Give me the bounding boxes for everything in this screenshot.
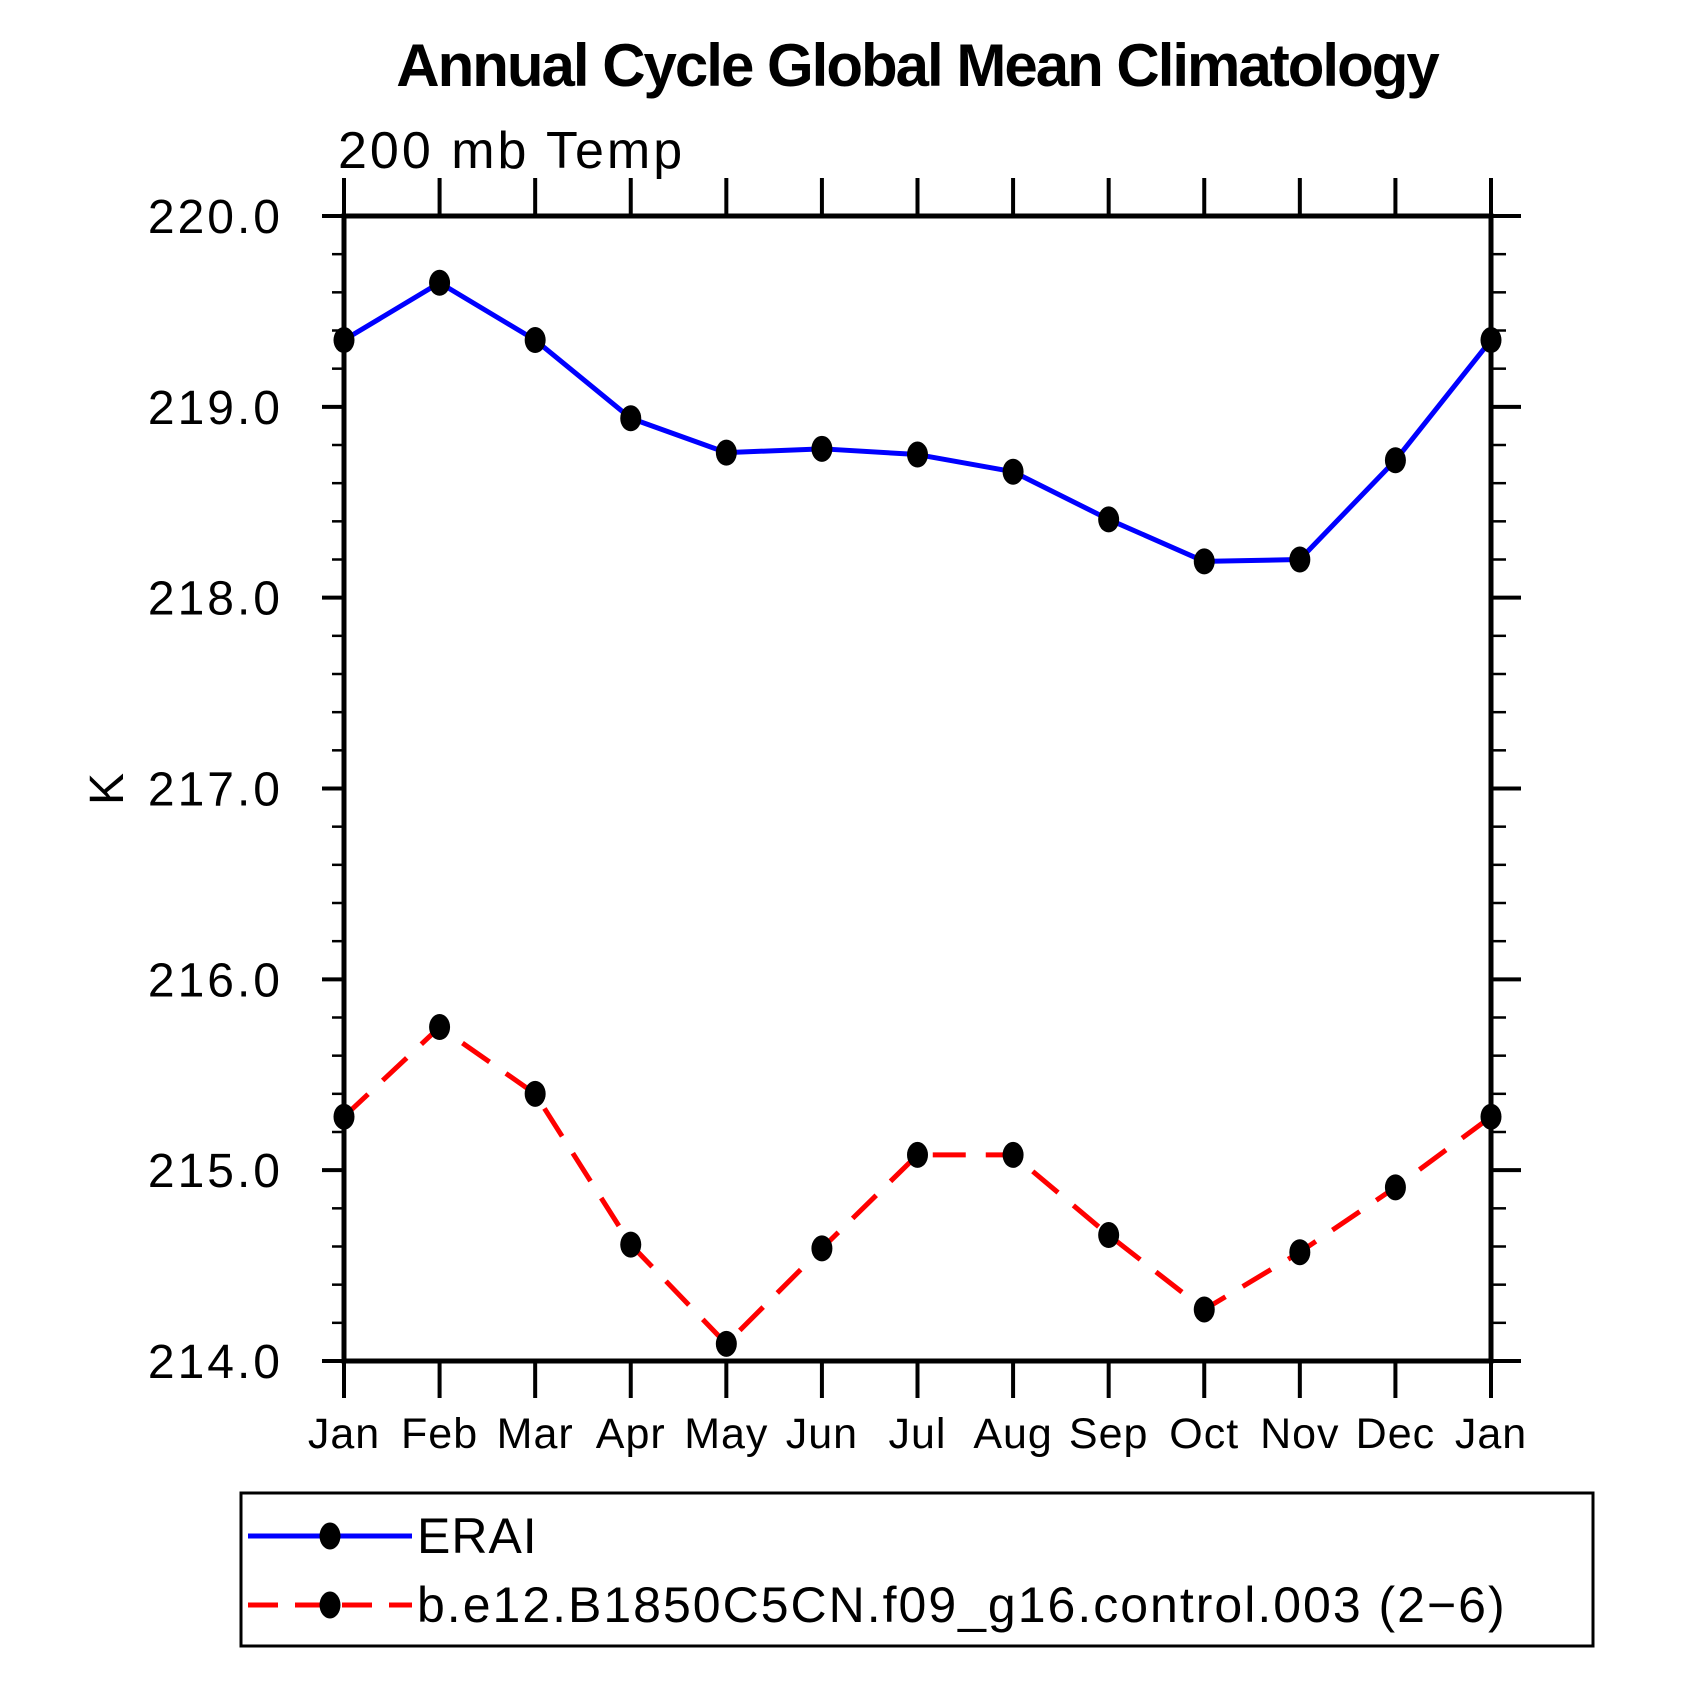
y-tick-label: 218.0 bbox=[148, 573, 283, 626]
axes-group: Jan Feb Mar Apr May Jun Jul Aug Sep Oct Nov Dec Jan 2… bbox=[148, 178, 1527, 1458]
x-tick-label: Aug bbox=[973, 1410, 1053, 1458]
data-point-marker-1 bbox=[715, 1330, 737, 1357]
x-tick-label: Apr bbox=[596, 1410, 666, 1458]
y-axis-label: K bbox=[81, 773, 134, 805]
data-point-marker-0 bbox=[524, 327, 546, 354]
data-point-marker-0 bbox=[1002, 458, 1024, 485]
data-point-marker-0 bbox=[1289, 546, 1311, 573]
y-tick-label: 215.0 bbox=[148, 1145, 283, 1198]
x-tick-label: Jun bbox=[786, 1410, 858, 1458]
chart-title: Annual Cycle Global Mean Climatology bbox=[396, 32, 1440, 99]
data-point-marker-0 bbox=[907, 441, 928, 468]
plot-box bbox=[341, 213, 1494, 1364]
series-group bbox=[333, 269, 1502, 1357]
data-point-marker-1 bbox=[429, 1014, 451, 1041]
data-point-marker-0 bbox=[715, 439, 737, 466]
x-tick-label: Jul bbox=[889, 1410, 947, 1458]
data-point-marker-1 bbox=[333, 1103, 355, 1130]
data-point-marker-1 bbox=[1289, 1239, 1311, 1266]
x-tick-label: Jan bbox=[1455, 1410, 1527, 1458]
legend-label-erai: ERAI bbox=[417, 1508, 538, 1564]
y-tick-label: 220.0 bbox=[148, 191, 283, 244]
data-point-marker-1 bbox=[1193, 1296, 1215, 1323]
series-line-0 bbox=[342, 280, 1493, 564]
data-point-marker-0 bbox=[1193, 548, 1215, 575]
x-tick-label: Oct bbox=[1169, 1410, 1239, 1458]
legend-label-model: b.e12.B1850C5CN.f09_g16.control.003 (2−6… bbox=[417, 1577, 1507, 1633]
data-point-marker-0 bbox=[620, 405, 642, 432]
y-tick-label: 219.0 bbox=[148, 382, 283, 435]
data-point-marker-0 bbox=[811, 435, 833, 462]
x-tick-label: Feb bbox=[401, 1410, 478, 1458]
y-tick-label: 216.0 bbox=[148, 954, 283, 1007]
data-point-marker-1 bbox=[1384, 1174, 1406, 1201]
data-point-marker-0 bbox=[1384, 447, 1406, 474]
x-tick-label: Dec bbox=[1356, 1410, 1435, 1458]
data-point-marker-0 bbox=[1098, 506, 1120, 533]
x-tick-label: Jan bbox=[308, 1410, 380, 1458]
series-line-1 bbox=[342, 1024, 1493, 1347]
data-point-marker-1 bbox=[524, 1080, 546, 1107]
chart-subtitle: 200 mb Temp bbox=[338, 122, 685, 180]
data-point-marker-0 bbox=[333, 327, 355, 354]
x-tick-label: Nov bbox=[1260, 1410, 1339, 1458]
data-point-marker-1 bbox=[620, 1231, 642, 1258]
y-tick-label: 214.0 bbox=[148, 1336, 283, 1389]
legend-box bbox=[239, 1491, 1595, 1648]
data-point-marker-1 bbox=[811, 1235, 833, 1262]
data-point-marker-1 bbox=[1480, 1103, 1502, 1130]
data-point-marker-1 bbox=[1098, 1222, 1120, 1249]
data-point-marker-0 bbox=[1480, 327, 1502, 354]
data-point-marker-0 bbox=[429, 269, 451, 296]
legend-marker-erai bbox=[319, 1522, 341, 1550]
legend-marker-model bbox=[319, 1591, 341, 1619]
y-tick-label: 217.0 bbox=[148, 764, 283, 817]
legend: ERAI b.e12.B1850C5CN.f09_g16.control.003… bbox=[239, 1491, 1595, 1648]
data-point-marker-1 bbox=[907, 1141, 928, 1168]
x-tick-label: Sep bbox=[1069, 1410, 1149, 1458]
x-tick-label: May bbox=[684, 1410, 768, 1458]
x-tick-label: Mar bbox=[497, 1410, 574, 1458]
data-point-marker-1 bbox=[1002, 1141, 1024, 1168]
